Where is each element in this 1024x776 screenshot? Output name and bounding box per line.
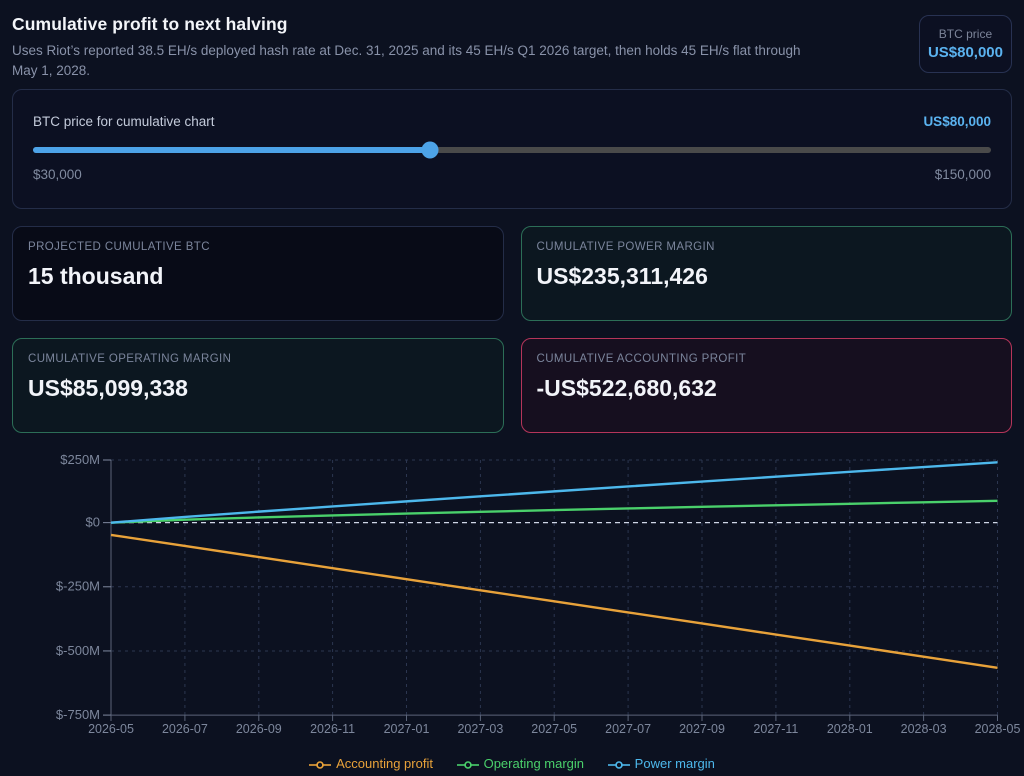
svg-text:2027-03: 2027-03	[457, 722, 503, 736]
svg-text:2026-05: 2026-05	[88, 722, 134, 736]
svg-text:2027-07: 2027-07	[605, 722, 651, 736]
svg-text:2028-05: 2028-05	[975, 722, 1021, 736]
svg-text:$-250M: $-250M	[56, 579, 100, 594]
svg-text:$-750M: $-750M	[56, 707, 100, 722]
svg-text:$250M: $250M	[60, 452, 100, 467]
svg-text:2026-11: 2026-11	[310, 722, 355, 736]
svg-text:$-500M: $-500M	[56, 643, 100, 658]
svg-text:2027-09: 2027-09	[679, 722, 725, 736]
svg-text:2027-05: 2027-05	[531, 722, 577, 736]
svg-text:2027-01: 2027-01	[384, 722, 430, 736]
svg-text:2026-07: 2026-07	[162, 722, 208, 736]
svg-text:2027-11: 2027-11	[753, 722, 798, 736]
svg-text:2028-01: 2028-01	[827, 722, 873, 736]
svg-text:2026-09: 2026-09	[236, 722, 282, 736]
svg-text:2028-03: 2028-03	[901, 722, 947, 736]
svg-text:$0: $0	[86, 515, 100, 530]
